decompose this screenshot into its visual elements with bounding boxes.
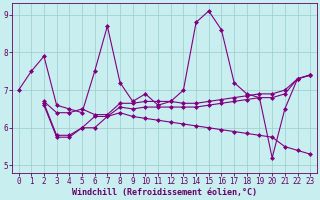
X-axis label: Windchill (Refroidissement éolien,°C): Windchill (Refroidissement éolien,°C) xyxy=(72,188,257,197)
